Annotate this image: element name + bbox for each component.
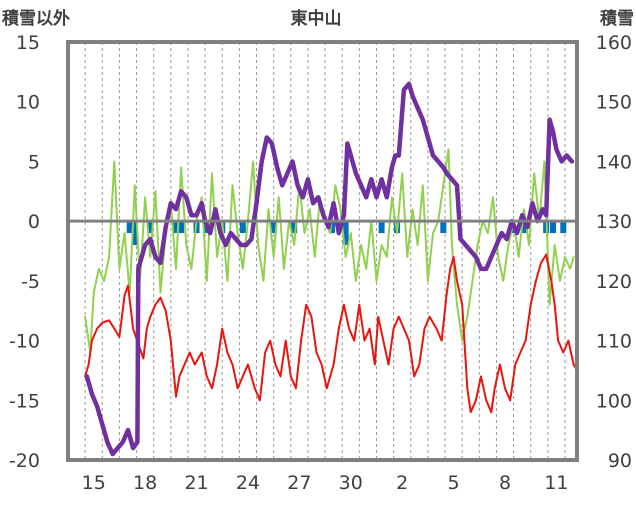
- x-tick-label: 24: [236, 472, 260, 494]
- x-tick-label: 11: [544, 472, 568, 494]
- bar: [342, 221, 349, 246]
- bars-layer: [126, 221, 567, 246]
- x-tick-label: 30: [339, 472, 363, 494]
- x-tick-label: 8: [499, 472, 511, 494]
- series-layer: [84, 81, 578, 457]
- y-right-tick-label: 150: [596, 92, 632, 114]
- chart-title: 東中山: [291, 8, 342, 29]
- plot-frame: [66, 40, 579, 462]
- left-axis-title: 積雪以外: [2, 8, 70, 29]
- bar: [147, 221, 154, 234]
- y-right-tick-label: 110: [596, 331, 632, 353]
- y-right-tick-label: 100: [596, 390, 632, 412]
- y-left-tick-label: 0: [28, 211, 40, 233]
- x-tick-label: 27: [287, 472, 311, 494]
- bar: [270, 221, 277, 234]
- y-right-tick-label: 120: [596, 271, 632, 293]
- y-right-tick-label: 90: [608, 450, 632, 472]
- y-right-tick-label: 130: [596, 211, 632, 233]
- bar: [440, 221, 447, 234]
- y-left-tick-label: 10: [16, 92, 40, 114]
- series-line-snow_depth: [84, 81, 575, 457]
- bar: [328, 221, 335, 234]
- y-left-tick-label: -15: [9, 390, 40, 412]
- y-left-tick-label: -10: [9, 331, 40, 353]
- y-right-tick-label: 160: [596, 32, 632, 54]
- x-tick-label: 5: [448, 472, 460, 494]
- y-left-tick-label: -20: [9, 450, 40, 472]
- bar: [172, 221, 179, 234]
- bar: [520, 221, 527, 234]
- series-line-temperature: [84, 253, 578, 414]
- bar: [126, 221, 133, 234]
- y-right-tick-label: 140: [596, 151, 632, 173]
- bar: [239, 221, 246, 234]
- bar: [131, 221, 138, 246]
- bar: [560, 221, 567, 234]
- x-tick-label: 18: [133, 472, 157, 494]
- x-tick-label: 21: [184, 472, 208, 494]
- bar: [178, 221, 185, 234]
- bar: [291, 221, 298, 234]
- bar: [378, 221, 385, 234]
- axes-layer: 15 10 5 0 -5 -10 -15 -20 160 150 140 130 120 110 100 90…: [9, 32, 632, 494]
- y-left-tick-label: 5: [28, 151, 40, 173]
- y-left-tick-label: -5: [21, 271, 40, 293]
- x-tick-label: 15: [82, 472, 106, 494]
- series-line-precipitation: [84, 148, 575, 354]
- bar: [550, 221, 557, 234]
- y-left-tick-label: 15: [16, 32, 40, 54]
- right-axis-title: 積雪: [600, 8, 634, 29]
- x-tick-label: 2: [396, 472, 408, 494]
